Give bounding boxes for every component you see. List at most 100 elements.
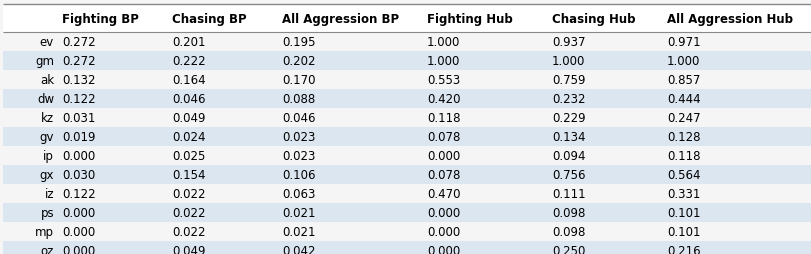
Text: 0.420: 0.420 xyxy=(427,93,460,106)
Text: 0.019: 0.019 xyxy=(62,131,96,144)
Text: 0.000: 0.000 xyxy=(427,225,460,238)
Text: oz: oz xyxy=(41,244,54,254)
Text: 0.272: 0.272 xyxy=(62,55,96,68)
Text: Chasing Hub: Chasing Hub xyxy=(551,12,635,25)
Text: 0.229: 0.229 xyxy=(551,112,585,124)
Bar xyxy=(3,52,811,71)
Text: Fighting Hub: Fighting Hub xyxy=(427,12,512,25)
Text: 0.022: 0.022 xyxy=(172,206,205,219)
Text: 0.049: 0.049 xyxy=(172,112,205,124)
Text: ip: ip xyxy=(43,149,54,162)
Text: 1.000: 1.000 xyxy=(427,36,460,49)
Text: 0.195: 0.195 xyxy=(281,36,315,49)
Text: 0.971: 0.971 xyxy=(666,36,700,49)
Bar xyxy=(3,108,811,128)
Text: gv: gv xyxy=(40,131,54,144)
Text: 0.000: 0.000 xyxy=(427,206,460,219)
Text: dw: dw xyxy=(36,93,54,106)
Text: 0.101: 0.101 xyxy=(666,225,700,238)
Text: 0.132: 0.132 xyxy=(62,74,96,87)
Text: 0.078: 0.078 xyxy=(427,131,460,144)
Text: 1.000: 1.000 xyxy=(666,55,700,68)
Text: 0.063: 0.063 xyxy=(281,187,315,200)
Bar xyxy=(3,184,811,203)
Bar xyxy=(3,128,811,146)
Text: 0.118: 0.118 xyxy=(427,112,460,124)
Text: 0.756: 0.756 xyxy=(551,168,585,181)
Text: 0.122: 0.122 xyxy=(62,93,96,106)
Text: 0.000: 0.000 xyxy=(62,206,95,219)
Text: 0.470: 0.470 xyxy=(427,187,460,200)
Text: 0.031: 0.031 xyxy=(62,112,95,124)
Text: 0.022: 0.022 xyxy=(172,225,205,238)
Bar xyxy=(3,90,811,108)
Text: 0.042: 0.042 xyxy=(281,244,315,254)
Text: 0.098: 0.098 xyxy=(551,206,585,219)
Text: gx: gx xyxy=(40,168,54,181)
Text: 0.118: 0.118 xyxy=(666,149,700,162)
Text: All Aggression Hub: All Aggression Hub xyxy=(666,12,792,25)
Text: gm: gm xyxy=(35,55,54,68)
Text: 0.078: 0.078 xyxy=(427,168,460,181)
Text: Chasing BP: Chasing BP xyxy=(172,12,247,25)
Text: 1.000: 1.000 xyxy=(427,55,460,68)
Text: Fighting BP: Fighting BP xyxy=(62,12,139,25)
Text: 0.046: 0.046 xyxy=(281,112,315,124)
Text: ak: ak xyxy=(40,74,54,87)
Text: 0.022: 0.022 xyxy=(172,187,205,200)
Text: 0.101: 0.101 xyxy=(666,206,700,219)
Text: 0.122: 0.122 xyxy=(62,187,96,200)
Text: 0.000: 0.000 xyxy=(427,244,460,254)
Text: 0.025: 0.025 xyxy=(172,149,205,162)
Text: 0.088: 0.088 xyxy=(281,93,315,106)
Text: 0.553: 0.553 xyxy=(427,74,460,87)
Text: 0.023: 0.023 xyxy=(281,149,315,162)
Text: 0.000: 0.000 xyxy=(62,225,95,238)
Bar xyxy=(3,165,811,184)
Text: 0.049: 0.049 xyxy=(172,244,205,254)
Bar xyxy=(3,222,811,241)
Text: All Aggression BP: All Aggression BP xyxy=(281,12,399,25)
Bar xyxy=(3,241,811,254)
Text: 0.937: 0.937 xyxy=(551,36,585,49)
Text: 0.154: 0.154 xyxy=(172,168,205,181)
Text: 0.021: 0.021 xyxy=(281,206,315,219)
Text: 0.170: 0.170 xyxy=(281,74,315,87)
Text: 0.247: 0.247 xyxy=(666,112,700,124)
Text: 0.222: 0.222 xyxy=(172,55,205,68)
Text: 0.024: 0.024 xyxy=(172,131,205,144)
Text: 0.444: 0.444 xyxy=(666,93,700,106)
Text: 0.000: 0.000 xyxy=(62,244,95,254)
Text: 0.111: 0.111 xyxy=(551,187,585,200)
Text: kz: kz xyxy=(41,112,54,124)
Text: 0.250: 0.250 xyxy=(551,244,585,254)
Bar xyxy=(3,71,811,90)
Bar xyxy=(3,203,811,222)
Text: 0.202: 0.202 xyxy=(281,55,315,68)
Text: 0.046: 0.046 xyxy=(172,93,205,106)
Bar xyxy=(3,5,811,33)
Text: 0.759: 0.759 xyxy=(551,74,585,87)
Text: 0.094: 0.094 xyxy=(551,149,585,162)
Text: 0.201: 0.201 xyxy=(172,36,205,49)
Text: 0.000: 0.000 xyxy=(62,149,95,162)
Bar xyxy=(3,33,811,52)
Text: 0.216: 0.216 xyxy=(666,244,700,254)
Text: 1.000: 1.000 xyxy=(551,55,585,68)
Text: mp: mp xyxy=(35,225,54,238)
Text: 0.021: 0.021 xyxy=(281,225,315,238)
Text: iz: iz xyxy=(45,187,54,200)
Text: 0.000: 0.000 xyxy=(427,149,460,162)
Text: 0.023: 0.023 xyxy=(281,131,315,144)
Text: 0.106: 0.106 xyxy=(281,168,315,181)
Text: 0.030: 0.030 xyxy=(62,168,95,181)
Text: 0.564: 0.564 xyxy=(666,168,700,181)
Text: 0.331: 0.331 xyxy=(666,187,700,200)
Text: ps: ps xyxy=(41,206,54,219)
Text: 0.164: 0.164 xyxy=(172,74,205,87)
Text: ev: ev xyxy=(40,36,54,49)
Text: 0.128: 0.128 xyxy=(666,131,700,144)
Text: 0.857: 0.857 xyxy=(666,74,700,87)
Text: 0.134: 0.134 xyxy=(551,131,585,144)
Text: 0.098: 0.098 xyxy=(551,225,585,238)
